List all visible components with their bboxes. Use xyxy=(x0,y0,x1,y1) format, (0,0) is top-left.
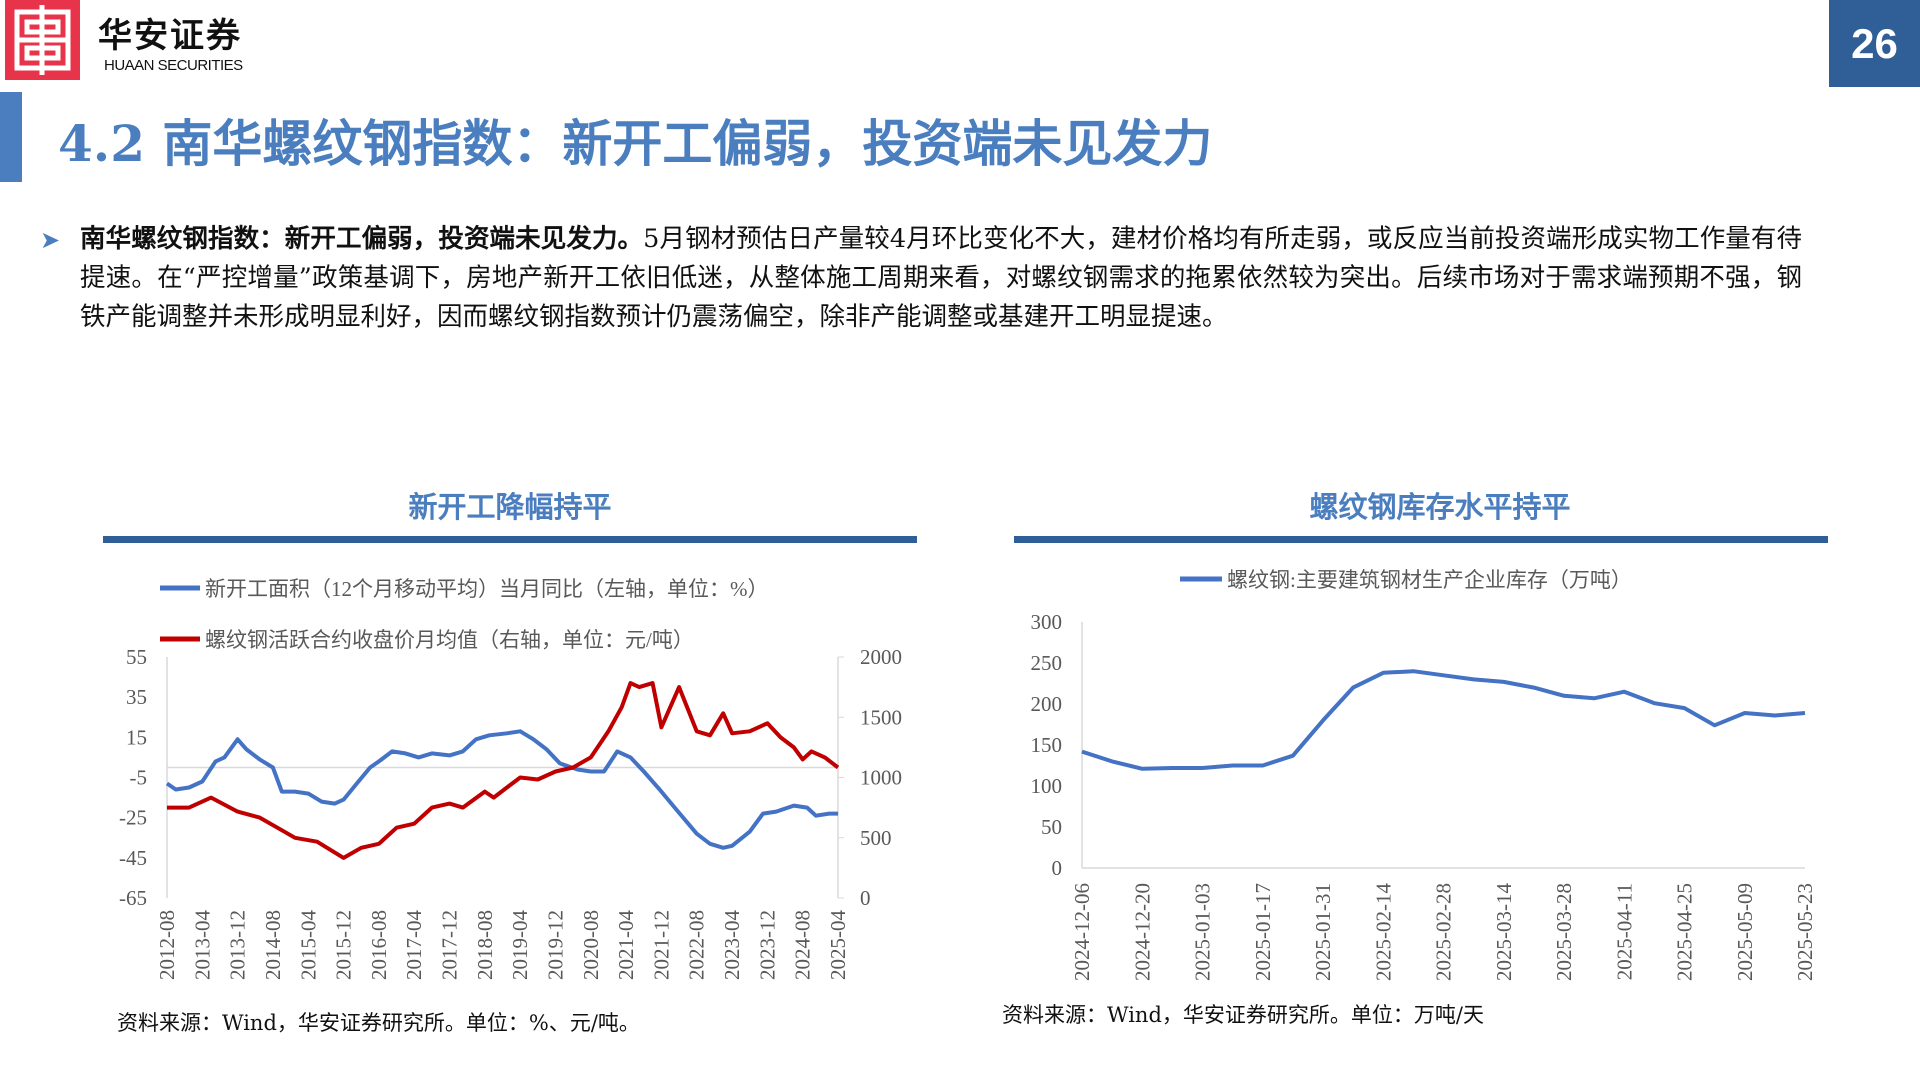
x-tick-label: 2022-08 xyxy=(685,910,709,980)
x-tick-label: 2025-04-25 xyxy=(1673,883,1697,981)
x-tick-label: 2024-12-20 xyxy=(1130,883,1154,981)
left-y-tick-label: 55 xyxy=(126,645,147,669)
right-y-tick-label: 500 xyxy=(860,826,892,850)
x-tick-label: 2017-12 xyxy=(438,910,462,980)
x-tick-label: 2015-04 xyxy=(296,910,320,980)
x-tick-label: 2025-02-14 xyxy=(1371,883,1395,981)
x-tick-label: 2021-04 xyxy=(614,910,638,980)
price-series-line xyxy=(167,681,840,860)
legend-label-new-starts: 新开工面积（12个月移动平均）当月同比（左轴，单位：%） xyxy=(205,577,769,601)
summary-paragraph: 南华螺纹钢指数：新开工偏弱，投资端未见发力。5月钢材预估日产量较4月环比变化不大… xyxy=(80,220,1802,337)
x-tick-label: 2017-04 xyxy=(402,910,426,980)
left-y-tick-label: -5 xyxy=(130,766,148,790)
left-y-tick-label: 35 xyxy=(126,685,147,709)
y-tick-label: 300 xyxy=(1031,610,1063,634)
x-tick-label: 2012-08 xyxy=(155,910,179,980)
y-tick-label: 200 xyxy=(1031,692,1063,716)
arrow-bullet-icon: ➤ xyxy=(40,226,61,254)
right-y-tick-label: 2000 xyxy=(860,645,902,669)
x-tick-label: 2024-08 xyxy=(791,910,815,980)
x-tick-label: 2021-12 xyxy=(649,910,673,980)
x-tick-label: 2025-01-31 xyxy=(1311,883,1335,981)
left-chart-title: 新开工降幅持平 xyxy=(408,490,612,524)
left-y-tick-label: -65 xyxy=(119,886,147,910)
x-tick-label: 2013-12 xyxy=(226,910,250,980)
left-chart-source: 资料来源：Wind，华安证券研究所。单位：%、元/吨。 xyxy=(117,1011,640,1035)
right-chart-source: 资料来源：Wind，华安证券研究所。单位：万吨/天 xyxy=(1002,1003,1484,1027)
x-tick-label: 2025-01-03 xyxy=(1191,883,1215,981)
y-tick-label: 100 xyxy=(1031,774,1063,798)
x-tick-label: 2019-12 xyxy=(543,910,567,980)
x-tick-label: 2016-08 xyxy=(367,910,391,980)
logo-text-en: HUAAN SECURITIES xyxy=(104,57,243,74)
y-tick-label: 0 xyxy=(1052,856,1063,880)
x-tick-label: 2015-12 xyxy=(332,910,356,980)
x-tick-label: 2018-08 xyxy=(473,910,497,980)
page-number: 26 xyxy=(1829,0,1920,87)
x-tick-label: 2025-05-23 xyxy=(1793,883,1817,981)
x-tick-label: 2023-12 xyxy=(755,910,779,980)
right-chart-title: 螺纹钢库存水平持平 xyxy=(1309,490,1571,524)
logo-text-cn: 华安证券 xyxy=(98,16,242,56)
paragraph-body: 5月钢材预估日产量较4月环比变化不大，建材价格均有所走弱，或反应当前投资端形成实… xyxy=(80,224,1802,332)
x-tick-label: 2025-05-09 xyxy=(1733,883,1757,981)
right-chart-title-bar xyxy=(1014,536,1828,543)
x-tick-label: 2025-03-14 xyxy=(1492,883,1516,981)
paragraph-lead: 南华螺纹钢指数：新开工偏弱，投资端未见发力。 xyxy=(80,224,644,254)
x-tick-label: 2019-04 xyxy=(508,910,532,980)
right-y-tick-label: 1000 xyxy=(860,766,902,790)
y-tick-label: 150 xyxy=(1031,733,1063,757)
left-chart-title-bar xyxy=(103,536,917,543)
legend-label-price: 螺纹钢活跃合约收盘价月均值（右轴，单位：元/吨） xyxy=(205,628,694,652)
left-y-tick-label: -25 xyxy=(119,806,147,830)
right-y-tick-label: 0 xyxy=(860,886,871,910)
logo-mark xyxy=(5,0,80,80)
x-tick-label: 2014-08 xyxy=(261,910,285,980)
title-accent-bar xyxy=(0,92,22,182)
logo-glyph-icon xyxy=(14,5,71,75)
x-tick-label: 2024-12-06 xyxy=(1070,883,1094,981)
new-starts-series-line xyxy=(165,729,838,850)
inventory-series-line xyxy=(1081,669,1806,771)
x-tick-label: 2025-01-17 xyxy=(1251,883,1275,981)
left-y-tick-label: 15 xyxy=(126,725,147,749)
x-tick-label: 2013-04 xyxy=(190,910,214,980)
x-tick-label: 2025-04 xyxy=(826,910,850,980)
legend-label: 螺纹钢:主要建筑钢材生产企业库存（万吨） xyxy=(1227,568,1632,592)
left-y-tick-label: -45 xyxy=(119,846,147,870)
x-tick-label: 2023-04 xyxy=(720,910,744,980)
x-tick-label: 2025-02-28 xyxy=(1432,883,1456,981)
y-tick-label: 50 xyxy=(1041,815,1062,839)
x-tick-label: 2025-03-28 xyxy=(1552,883,1576,981)
x-tick-label: 2025-04-11 xyxy=(1612,883,1636,980)
right-y-tick-label: 1500 xyxy=(860,705,902,729)
x-tick-label: 2020-08 xyxy=(579,910,603,980)
page-title: 4.2 南华螺纹钢指数：新开工偏弱，投资端未见发力 xyxy=(58,114,1213,173)
y-tick-label: 250 xyxy=(1031,651,1063,675)
